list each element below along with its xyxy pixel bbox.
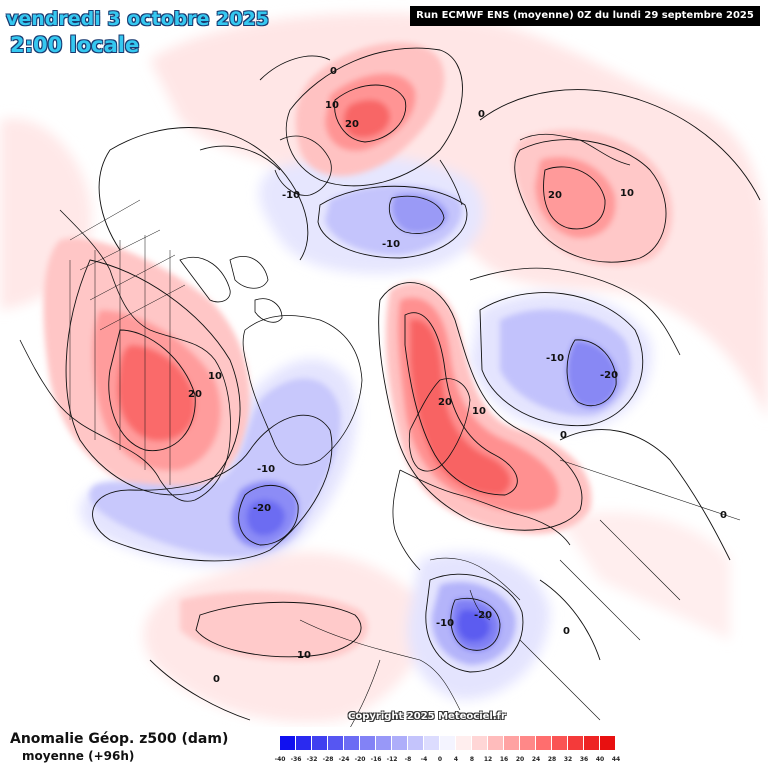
contour-label: 0 [720, 510, 727, 521]
variable-title: Anomalie Géop. z500 (dam) [10, 731, 229, 747]
legend-tick-label: 4 [453, 756, 459, 763]
contour-label: 10 [472, 406, 486, 417]
legend-tick-label: -24 [338, 756, 350, 763]
contour-label: -10 [436, 618, 454, 629]
legend-swatch [600, 736, 616, 750]
legend-tick-label: 44 [611, 756, 621, 763]
contour-label: 0 [560, 430, 567, 441]
legend-swatch [488, 736, 504, 750]
legend-swatch [408, 736, 424, 750]
copyright-notice: Copyright 2025 Meteociel.fr [348, 711, 506, 722]
legend-tick-label: 0 [437, 756, 443, 763]
legend-tick-label: 16 [499, 756, 509, 763]
legend-swatch [552, 736, 568, 750]
forecast-time: 2:00 locale [10, 33, 140, 57]
legend-swatch [520, 736, 536, 750]
legend-tick-label: 28 [547, 756, 557, 763]
contour-label: -20 [600, 370, 618, 381]
contour-label: -20 [253, 503, 271, 514]
contour-label: -10 [282, 190, 300, 201]
legend-swatch [584, 736, 600, 750]
legend-tick-label: 36 [579, 756, 589, 763]
contour-label: -20 [474, 610, 492, 621]
legend-tick-label: -36 [290, 756, 302, 763]
legend-tick-label: -40 [274, 756, 286, 763]
contour-label: -10 [546, 353, 564, 364]
legend-tick-label: -12 [386, 756, 398, 763]
legend-swatch [504, 736, 520, 750]
contour-label: 20 [345, 119, 359, 130]
contour-label: 10 [325, 100, 339, 111]
legend-swatch [472, 736, 488, 750]
legend-swatch [312, 736, 328, 750]
contour-label: 10 [620, 188, 634, 199]
legend-swatch [456, 736, 472, 750]
contour-label: 0 [213, 674, 220, 685]
contour-label: 20 [438, 397, 452, 408]
contour-label: -10 [257, 464, 275, 475]
legend-swatch [440, 736, 456, 750]
legend-tick-label: 40 [595, 756, 605, 763]
run-info: Run ECMWF ENS (moyenne) 0Z du lundi 29 s… [410, 6, 760, 26]
legend-tick-label: -32 [306, 756, 318, 763]
legend-tick-label: 32 [563, 756, 573, 763]
legend-swatch [568, 736, 584, 750]
legend-swatch [360, 736, 376, 750]
contour-lines [65, 47, 761, 721]
legend-tick-label: -8 [404, 756, 412, 763]
legend-tick-label: 12 [483, 756, 493, 763]
legend-tick-label: -16 [370, 756, 382, 763]
contour-label: 20 [548, 190, 562, 201]
legend-swatch [424, 736, 440, 750]
contour-label: 0 [478, 109, 485, 120]
contour-label: 20 [188, 389, 202, 400]
contour-label-layer: 0 10 20 0 -10 -10 20 10 -10 -20 10 20 -1… [188, 66, 727, 685]
legend-tick-label: 24 [531, 756, 541, 763]
legend-tick-label: -20 [354, 756, 366, 763]
contour-label: 10 [297, 650, 311, 661]
contour-label: 0 [330, 66, 337, 77]
legend-swatch [296, 736, 312, 750]
contour-label: 10 [208, 371, 222, 382]
legend-tick-label: 8 [469, 756, 475, 763]
legend-swatch [280, 736, 296, 750]
contour-label: -10 [382, 239, 400, 250]
contour-label: 0 [563, 626, 570, 637]
legend-swatch [344, 736, 360, 750]
positive-anomalies [43, 42, 673, 661]
legend-swatch [328, 736, 344, 750]
variable-subtitle: moyenne (+96h) [22, 749, 135, 763]
legend-tick-label: 20 [515, 756, 525, 763]
legend-swatch [536, 736, 552, 750]
legend-tick-label: -28 [322, 756, 334, 763]
legend-tick-label: -4 [420, 756, 428, 763]
coastlines [19, 133, 741, 729]
legend-swatch [376, 736, 392, 750]
legend-swatch [392, 736, 408, 750]
forecast-date: vendredi 3 octobre 2025 [6, 8, 270, 30]
